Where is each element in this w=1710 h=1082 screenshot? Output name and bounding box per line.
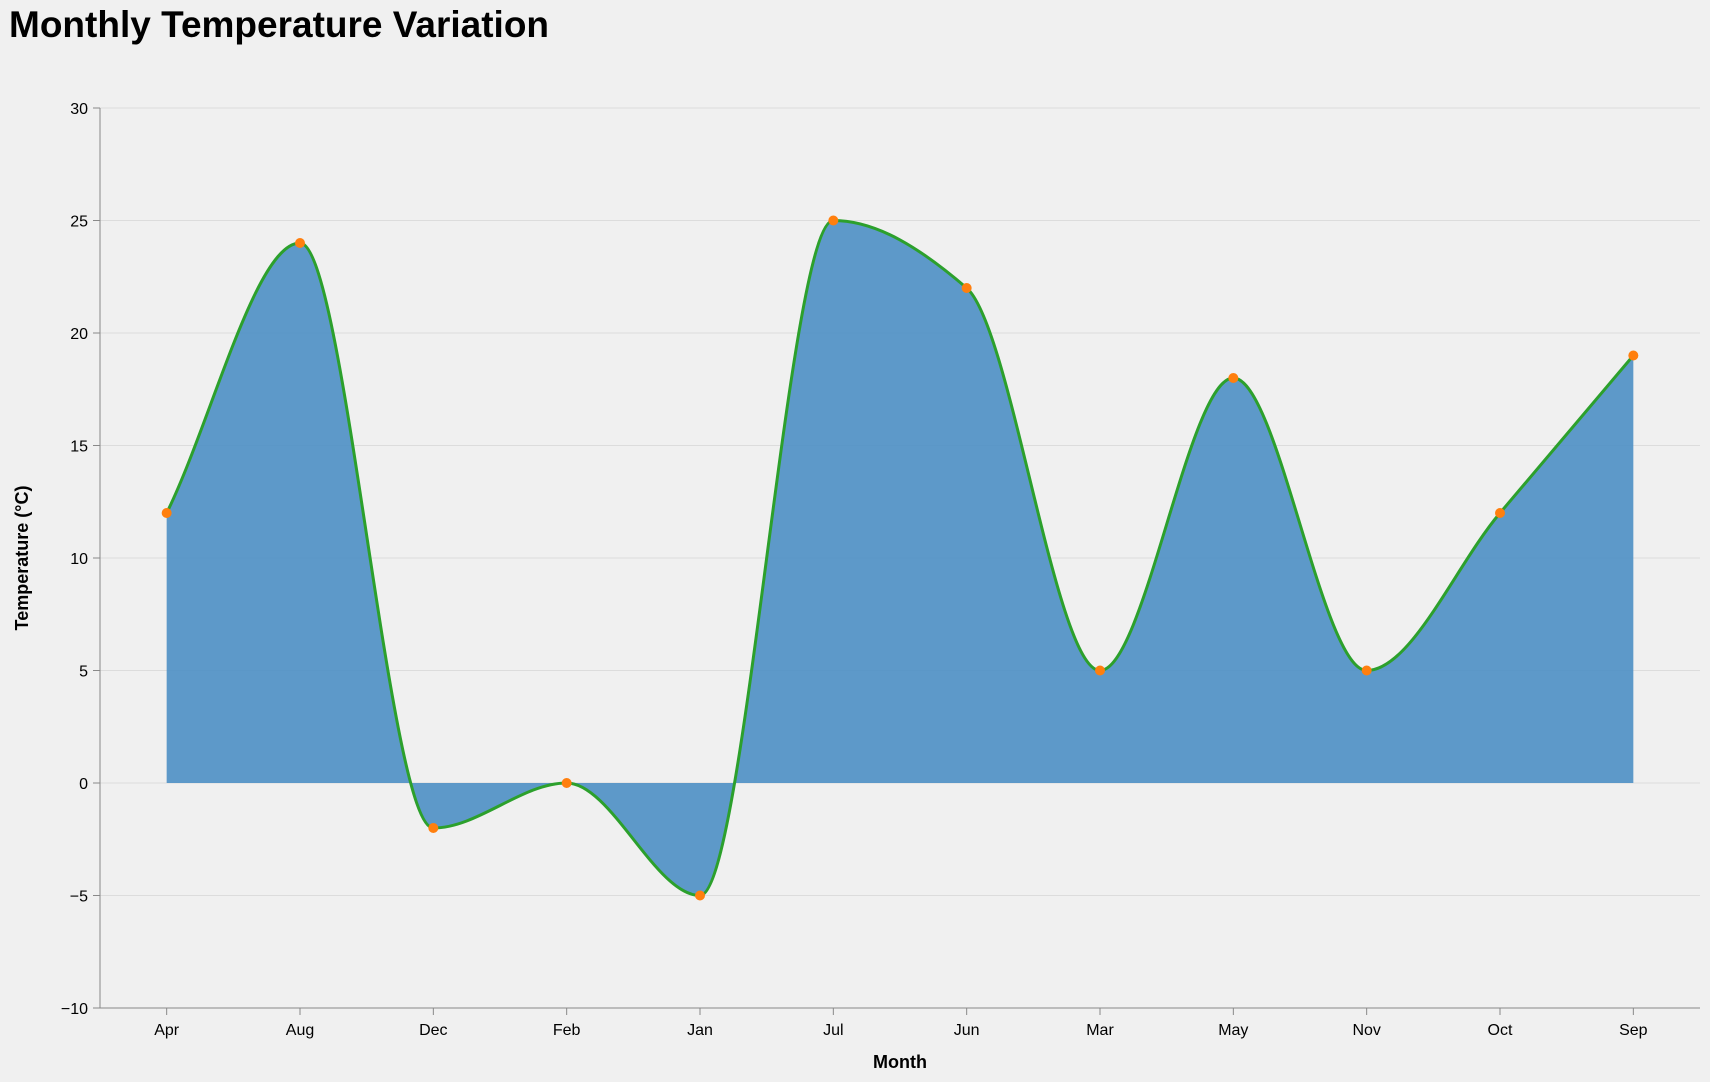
y-tick-label: 20 bbox=[70, 326, 88, 343]
x-axis-title: Month bbox=[873, 1052, 927, 1072]
y-tick-label: 5 bbox=[79, 664, 88, 681]
data-point-jul[interactable] bbox=[828, 215, 839, 226]
data-point-mar[interactable] bbox=[1095, 665, 1105, 676]
y-tick-label: −10 bbox=[61, 1001, 88, 1018]
x-tick-label: Dec bbox=[419, 1022, 447, 1039]
x-tick-label: May bbox=[1218, 1022, 1248, 1039]
axes: −10 −5 0 5 10 15 20 25 30 Apr Aug Dec Feb Jan Jul Jun Ma… bbox=[61, 101, 1700, 1039]
x-tick-label: Oct bbox=[1488, 1022, 1513, 1039]
area-fill bbox=[166, 220, 1634, 896]
x-tick-label: Sep bbox=[1619, 1022, 1648, 1039]
x-tick-label: Aug bbox=[286, 1022, 314, 1039]
data-point-sep[interactable] bbox=[1628, 350, 1639, 361]
temperature-line bbox=[165, 218, 1635, 898]
y-tick-label: 15 bbox=[70, 439, 88, 456]
data-point-jan[interactable] bbox=[695, 890, 705, 901]
data-point-apr[interactable] bbox=[161, 508, 172, 518]
data-point-jun[interactable] bbox=[961, 283, 972, 293]
y-tick-label: 25 bbox=[70, 214, 88, 231]
x-tick-label: Apr bbox=[154, 1022, 180, 1039]
data-point-nov[interactable] bbox=[1361, 665, 1372, 676]
data-points bbox=[161, 215, 1639, 901]
x-tick-label: Feb bbox=[553, 1022, 581, 1039]
y-tick-label: 10 bbox=[70, 551, 88, 568]
y-tick-label: 30 bbox=[70, 101, 88, 118]
x-tick-label: Nov bbox=[1352, 1022, 1380, 1039]
x-tick-label: Jan bbox=[687, 1022, 713, 1039]
data-point-feb[interactable] bbox=[561, 778, 572, 788]
area-series bbox=[166, 220, 1634, 896]
data-point-oct[interactable] bbox=[1495, 508, 1505, 518]
data-point-dec[interactable] bbox=[428, 823, 439, 833]
y-tick-label: 0 bbox=[79, 776, 88, 793]
line-series bbox=[165, 218, 1635, 898]
data-point-aug[interactable] bbox=[295, 238, 305, 248]
y-tick-label: −5 bbox=[70, 889, 88, 906]
x-tick-label: Jul bbox=[823, 1022, 843, 1039]
y-axis-title: Temperature (°C) bbox=[12, 486, 32, 631]
x-tick-label: Jun bbox=[954, 1022, 980, 1039]
x-tick-label: Mar bbox=[1086, 1022, 1114, 1039]
data-point-may[interactable] bbox=[1228, 373, 1239, 383]
chart-title: Monthly Temperature Variation bbox=[9, 4, 550, 45]
